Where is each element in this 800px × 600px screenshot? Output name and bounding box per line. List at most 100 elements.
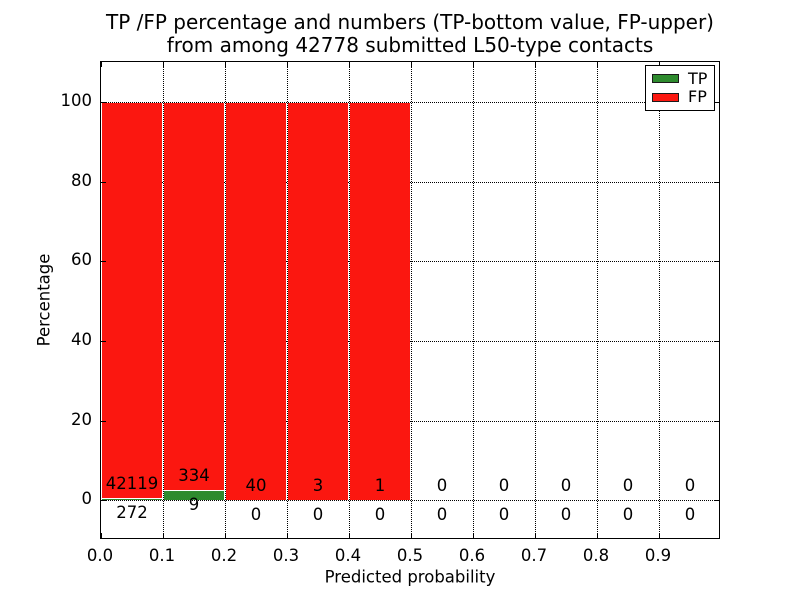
h-gridline	[101, 181, 719, 183]
v-gridline	[597, 62, 598, 538]
tp-bar	[164, 489, 224, 501]
tp-count-label: 0	[312, 505, 324, 525]
v-gridline	[473, 62, 474, 538]
y-tick-mark	[101, 340, 106, 342]
y-tick-label: 20	[71, 409, 92, 429]
x-tick-mark	[535, 533, 536, 538]
x-tick-mark-top	[101, 62, 102, 67]
chart-title-line2: from among 42778 submitted L50-type cont…	[166, 33, 654, 57]
legend: TP FP	[645, 65, 715, 111]
tp-count-label: 0	[560, 505, 572, 525]
x-tick-mark-top	[597, 62, 598, 67]
x-tick-mark	[101, 533, 102, 538]
v-gridline	[349, 62, 350, 538]
h-gridline	[101, 101, 719, 103]
x-tick-label: 0.4	[334, 546, 362, 565]
x-tick-label: 0.7	[520, 546, 548, 565]
v-gridline	[535, 62, 536, 538]
h-gridline	[101, 500, 719, 502]
fp-swatch-icon	[652, 92, 679, 102]
x-tick-mark	[163, 533, 164, 538]
x-tick-label: 0.6	[458, 546, 486, 565]
tp-count-label: 0	[436, 505, 448, 525]
fp-count-label: 3	[312, 476, 324, 496]
fp-bar	[226, 102, 286, 501]
v-gridline	[225, 62, 226, 538]
fp-count-label: 40	[245, 476, 267, 496]
x-tick-mark-top	[535, 62, 536, 67]
tp-count-label: 0	[250, 505, 262, 525]
legend-item-tp: TP	[652, 68, 708, 88]
tp-swatch-icon	[652, 74, 679, 84]
y-tick-mark	[101, 101, 106, 103]
fp-count-label: 0	[684, 476, 696, 496]
x-tick-mark-top	[659, 62, 660, 67]
fp-bar	[288, 102, 348, 501]
x-tick-mark	[411, 533, 412, 538]
y-tick-mark-right	[714, 420, 719, 422]
fp-count-label: 0	[436, 476, 448, 496]
fp-bar	[164, 102, 224, 490]
x-tick-mark	[659, 533, 660, 538]
fp-bar	[350, 102, 410, 501]
v-gridline	[411, 62, 412, 538]
tp-count-label: 0	[684, 505, 696, 525]
y-tick-mark	[101, 500, 106, 502]
y-tick-mark	[101, 181, 106, 183]
y-tick-label: 80	[71, 170, 92, 190]
y-tick-label: 100	[60, 90, 93, 110]
legend-item-fp: FP	[652, 89, 708, 105]
y-tick-mark-right	[714, 261, 719, 263]
y-tick-mark-right	[714, 340, 719, 342]
tp-bar	[102, 497, 162, 501]
fp-count-label: 1	[374, 476, 386, 496]
h-gridline	[101, 261, 719, 263]
x-tick-label: 0.0	[86, 546, 114, 565]
x-tick-mark	[597, 533, 598, 538]
tp-count-label: 0	[374, 505, 386, 525]
x-tick-mark	[349, 533, 350, 538]
x-tick-label: 0.1	[148, 546, 176, 565]
fp-bar	[102, 102, 162, 498]
tp-count-label: 0	[622, 505, 634, 525]
x-tick-mark	[719, 533, 720, 538]
x-tick-mark	[287, 533, 288, 538]
x-tick-mark-top	[287, 62, 288, 67]
y-tick-mark	[101, 420, 106, 422]
tp-count-label: 0	[498, 505, 510, 525]
y-tick-mark-right	[714, 181, 719, 183]
fp-count-label: 0	[498, 476, 510, 496]
x-tick-mark-top	[349, 62, 350, 67]
h-gridline	[101, 420, 719, 422]
x-tick-label: 0.3	[272, 546, 300, 565]
x-tick-label: 0.9	[644, 546, 672, 565]
x-tick-mark-top	[225, 62, 226, 67]
v-gridline	[287, 62, 288, 538]
tp-count-label: 272	[116, 502, 148, 522]
y-tick-label: 40	[71, 329, 92, 349]
fp-count-label: 0	[622, 476, 634, 496]
y-tick-mark-right	[714, 101, 719, 103]
tp-count-label: 9	[188, 494, 200, 514]
v-gridline	[659, 62, 660, 538]
x-tick-mark	[225, 533, 226, 538]
legend-label-fp: FP	[688, 87, 707, 107]
x-tick-mark-top	[163, 62, 164, 67]
v-gridline	[163, 62, 164, 538]
legend-label-tp: TP	[688, 68, 708, 88]
fp-count-label: 334	[178, 465, 210, 485]
x-tick-label: 0.8	[582, 546, 610, 565]
chart-title-line1: TP /FP percentage and numbers (TP-bottom…	[106, 10, 714, 34]
x-axis-title: Predicted probability	[324, 567, 496, 587]
x-tick-label: 0.2	[210, 546, 238, 565]
fp-count-label: 42119	[105, 473, 159, 493]
fp-count-label: 0	[560, 476, 572, 496]
y-tick-mark	[101, 261, 106, 263]
y-tick-label: 60	[71, 250, 92, 270]
x-tick-mark	[473, 533, 474, 538]
x-tick-mark-top	[411, 62, 412, 67]
x-tick-mark-top	[473, 62, 474, 67]
plot-area: 42119 272 334 9 40 0 3 0 1 0 0 0 0 0 0 0 0 0 0 0	[100, 61, 720, 539]
x-tick-label: 0.5	[396, 546, 424, 565]
